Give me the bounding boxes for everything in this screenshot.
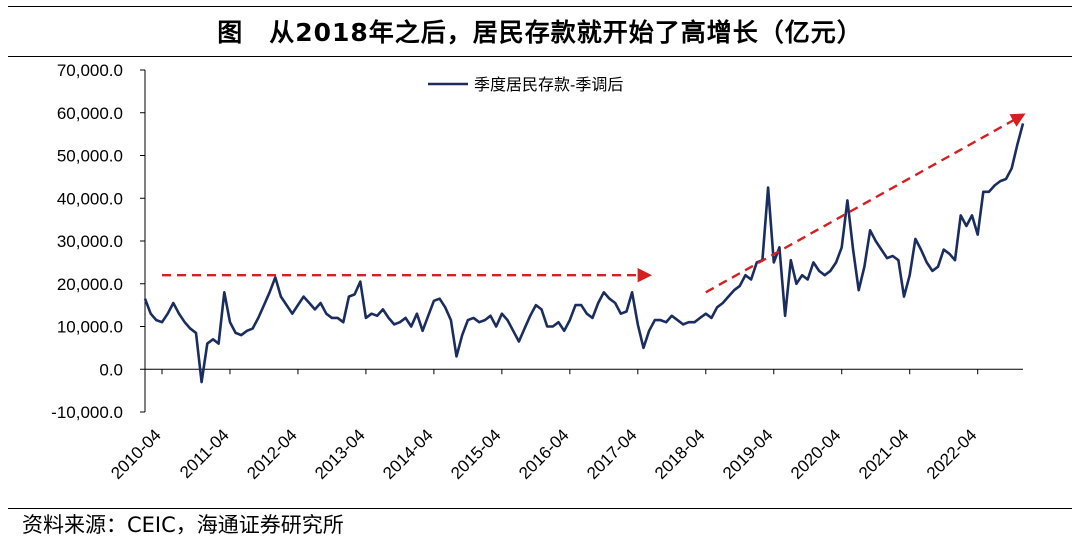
x-tick-label: 2015-04 [447, 425, 505, 483]
x-tick-label: 2019-04 [719, 425, 777, 483]
x-tick-label: 2020-04 [787, 425, 845, 483]
series-line [143, 123, 1025, 384]
x-tick-label: 2021-04 [855, 425, 913, 483]
y-tick-label: 40,000.0 [57, 189, 123, 208]
x-tick-label: 2010-04 [107, 425, 165, 483]
y-tick-label: 70,000.0 [57, 61, 123, 80]
y-tick-label: -10,000.0 [51, 403, 123, 422]
x-tick-label: 2017-04 [583, 425, 641, 483]
top-rule [8, 6, 1072, 7]
title-rule [8, 56, 1072, 57]
x-axis: 2010-04 2011-04 2012-04 2013-04 2014-04 2015-… [107, 368, 1023, 483]
y-tick-label: 10,000.0 [57, 318, 123, 337]
x-tick-label: 2012-04 [243, 425, 301, 483]
y-axis: 70,000.0 60,000.0 50,000.0 40,000.0 30,000.0… [51, 61, 146, 422]
y-tick-label: 20,000.0 [57, 275, 123, 294]
y-tick-label: 0.0 [99, 360, 123, 379]
plot-area [143, 113, 1026, 384]
x-tick-label: 2022-04 [923, 425, 981, 483]
x-tick-label: 2016-04 [515, 425, 573, 483]
x-tick-label: 2018-04 [651, 425, 709, 483]
bottom-rule [8, 508, 1072, 509]
y-tick-label: 60,000.0 [57, 104, 123, 123]
legend-label: 季度居民存款-季调后 [474, 76, 623, 94]
x-tick-label: 2013-04 [311, 425, 369, 483]
x-tick-label: 2011-04 [176, 425, 233, 482]
y-tick-label: 30,000.0 [57, 232, 123, 251]
legend: 季度居民存款-季调后 [428, 76, 623, 94]
line-chart: 70,000.0 60,000.0 50,000.0 40,000.0 30,000.0… [51, 61, 1026, 483]
x-tick-label: 2014-04 [379, 425, 437, 483]
y-tick-label: 50,000.0 [57, 147, 123, 166]
trend-arrow-2 [705, 113, 1026, 294]
source-note: 资料来源：CEIC，海通证券研究所 [22, 513, 344, 537]
chart-title: 图 从2018年之后，居民存款就开始了高增长（亿元） [217, 18, 863, 47]
